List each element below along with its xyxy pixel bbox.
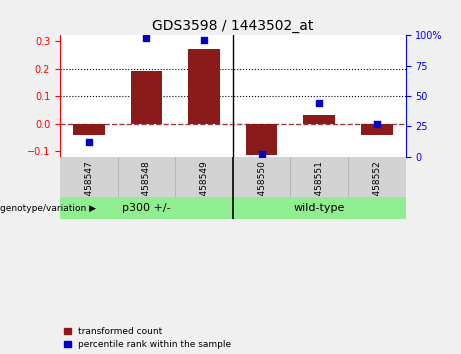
Text: GSM458552: GSM458552 (372, 160, 381, 215)
Text: genotype/variation ▶: genotype/variation ▶ (0, 204, 96, 213)
Bar (188, 49, 220, 124)
Bar (246, 124, 278, 155)
Text: p300 +/-: p300 +/- (122, 203, 171, 213)
Text: GSM458549: GSM458549 (200, 160, 208, 215)
Point (258, 152, 266, 157)
Title: GDS3598 / 1443502_at: GDS3598 / 1443502_at (152, 19, 313, 33)
Point (315, 101, 323, 106)
Legend: transformed count, percentile rank within the sample: transformed count, percentile rank withi… (65, 327, 231, 349)
Point (373, 121, 381, 127)
Point (142, 35, 150, 41)
Point (200, 38, 207, 43)
Text: wild-type: wild-type (294, 203, 345, 213)
Bar (303, 115, 335, 124)
Text: GSM458550: GSM458550 (257, 160, 266, 215)
Point (85, 139, 92, 145)
Text: GSM458551: GSM458551 (315, 160, 324, 215)
Text: GSM458547: GSM458547 (84, 160, 93, 215)
Text: GSM458548: GSM458548 (142, 160, 151, 215)
Bar (73, 124, 105, 135)
Bar (361, 124, 393, 135)
Bar (130, 71, 162, 124)
